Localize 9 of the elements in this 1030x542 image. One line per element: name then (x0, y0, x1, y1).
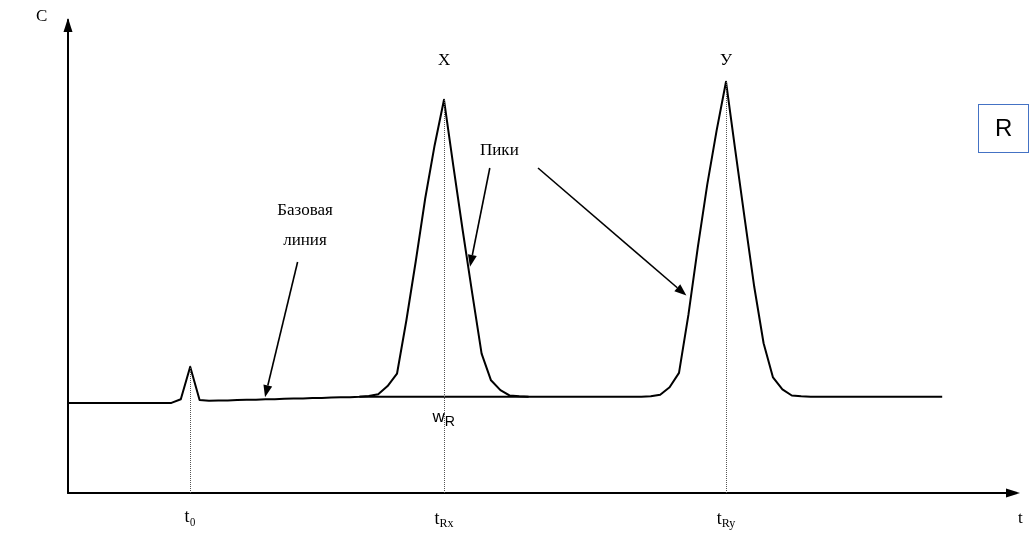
annotation: X (438, 49, 451, 71)
annotation: У (720, 49, 733, 71)
annotation: Пики (480, 140, 519, 161)
annotation: Базовая линия (276, 199, 334, 251)
y-axis-title: C (36, 6, 48, 27)
x-axis-title: t (1018, 508, 1023, 529)
x-tick-label: t₀ (184, 506, 196, 526)
annotation: R (978, 104, 1030, 153)
annotation: w$_{R}$ (432, 407, 456, 431)
